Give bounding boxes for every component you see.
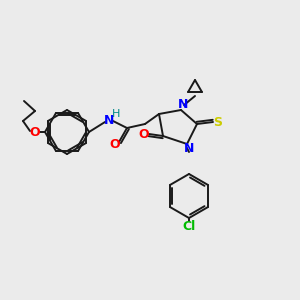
Text: N: N: [184, 142, 194, 154]
Text: N: N: [178, 98, 188, 112]
Text: N: N: [104, 113, 114, 127]
Text: Cl: Cl: [182, 220, 196, 233]
Text: O: O: [110, 139, 120, 152]
Text: O: O: [30, 125, 40, 139]
Text: O: O: [139, 128, 149, 140]
Text: S: S: [214, 116, 223, 128]
Text: H: H: [112, 109, 120, 119]
